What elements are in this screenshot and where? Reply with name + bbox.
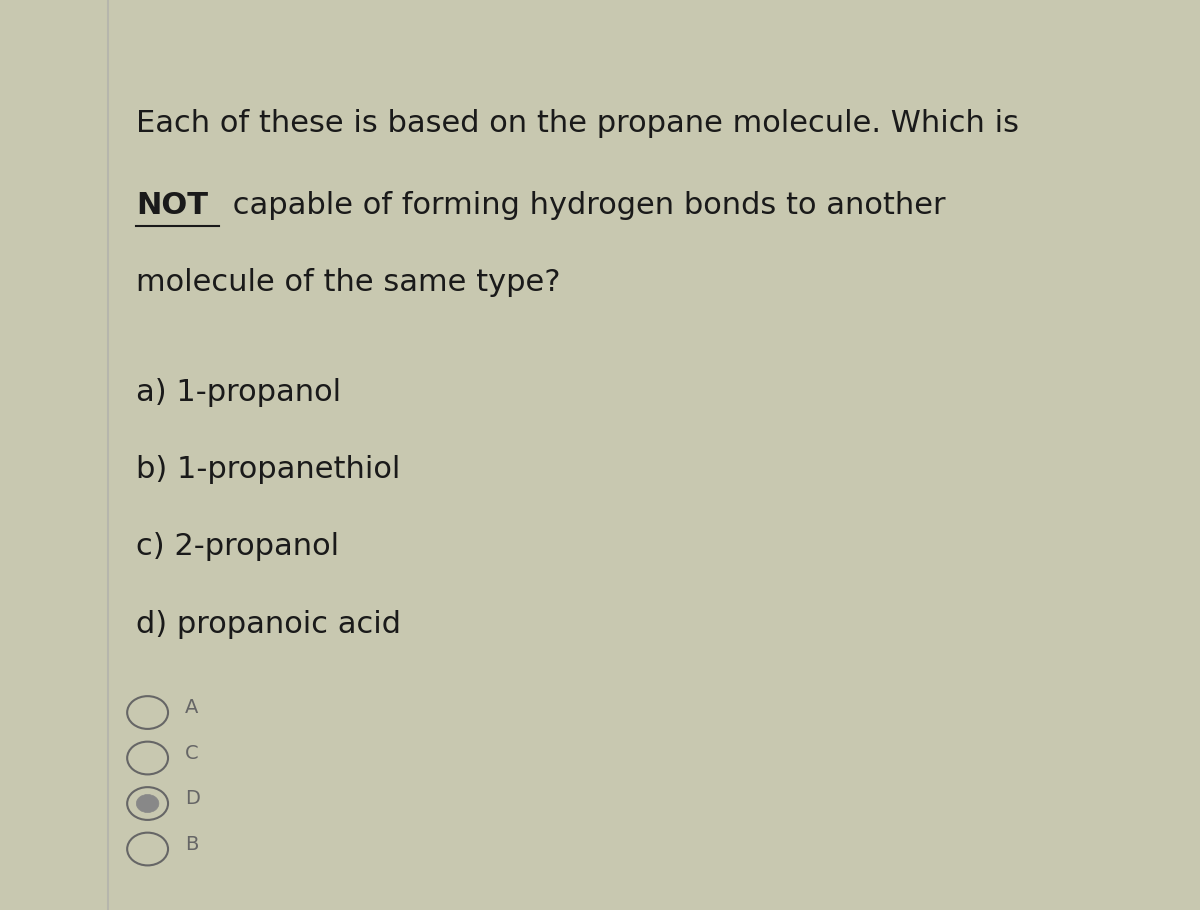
Text: a) 1-propanol: a) 1-propanol bbox=[137, 378, 341, 407]
Text: b) 1-propanethiol: b) 1-propanethiol bbox=[137, 455, 401, 484]
Text: c) 2-propanol: c) 2-propanol bbox=[137, 532, 340, 561]
Circle shape bbox=[137, 794, 158, 813]
Text: NOT: NOT bbox=[137, 191, 209, 220]
Text: C: C bbox=[185, 744, 199, 763]
Text: Each of these is based on the propane molecule. Which is: Each of these is based on the propane mo… bbox=[137, 109, 1019, 138]
Text: d) propanoic acid: d) propanoic acid bbox=[137, 610, 401, 639]
Text: capable of forming hydrogen bonds to another: capable of forming hydrogen bonds to ano… bbox=[222, 191, 946, 220]
Text: A: A bbox=[185, 699, 198, 717]
Text: D: D bbox=[185, 790, 200, 808]
Text: B: B bbox=[185, 835, 198, 854]
Text: molecule of the same type?: molecule of the same type? bbox=[137, 268, 560, 298]
